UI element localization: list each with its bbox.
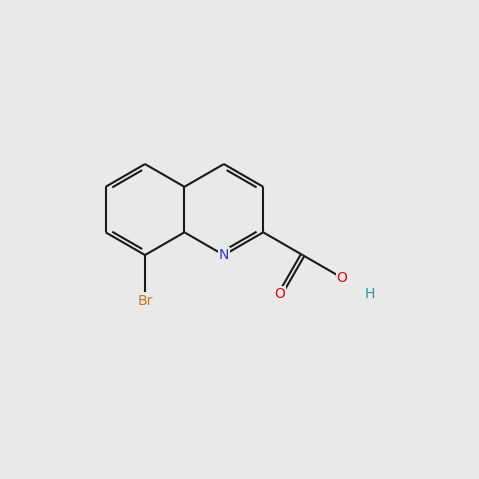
Text: O: O <box>274 287 285 301</box>
Text: N: N <box>218 248 229 262</box>
Text: Br: Br <box>137 294 153 308</box>
Text: H: H <box>365 287 375 301</box>
Text: O: O <box>337 271 347 285</box>
